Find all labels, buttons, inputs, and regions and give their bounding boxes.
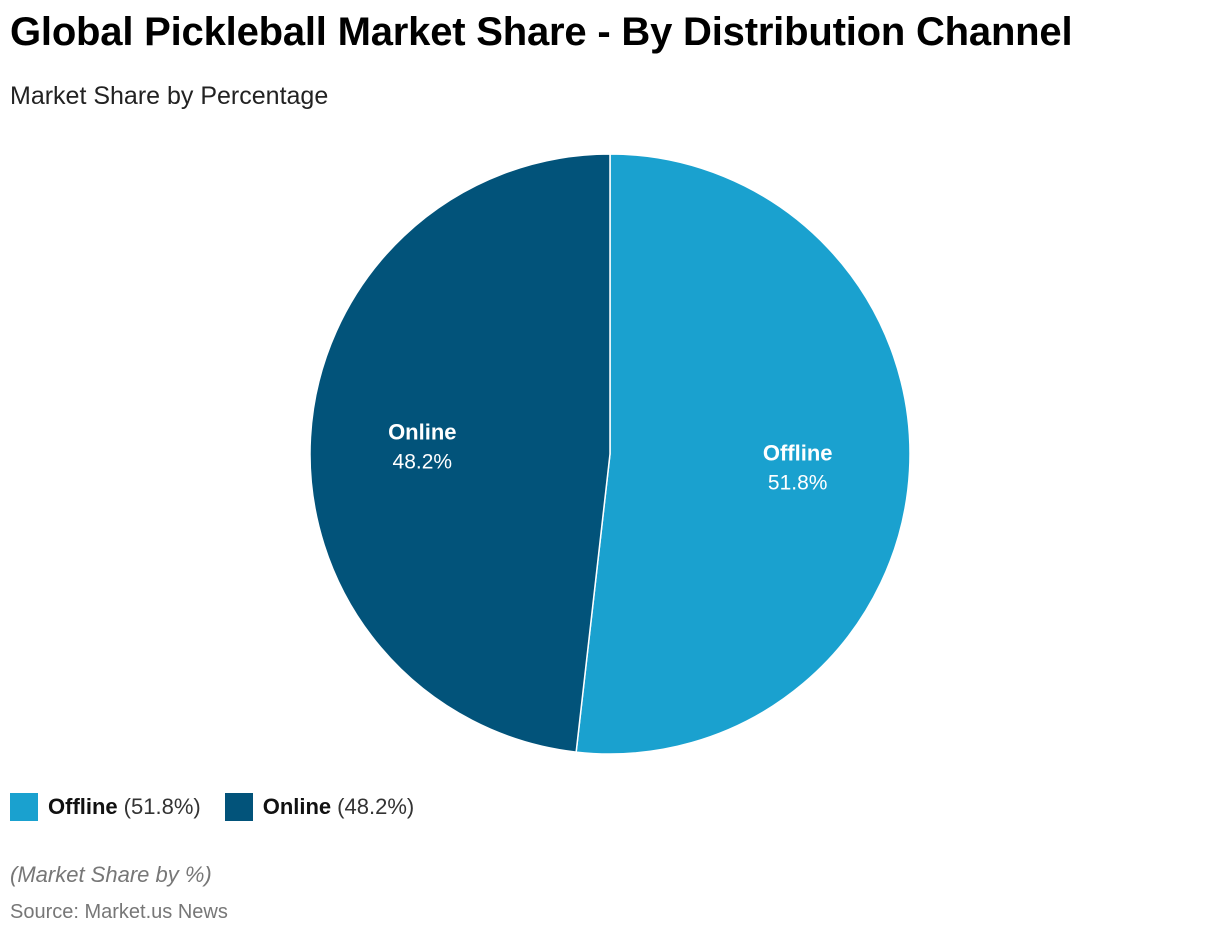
legend-value-offline: (51.8%): [123, 794, 201, 819]
slice-value-online: 48.2%: [393, 450, 453, 473]
legend-item-offline: Offline (51.8%): [10, 793, 201, 821]
legend-value-online: (48.2%): [337, 794, 415, 819]
legend-label-offline: Offline: [48, 794, 118, 819]
pie-chart: Offline 51.8% Online 48.2%: [309, 153, 911, 755]
legend-swatch-online: [224, 793, 253, 821]
chart-title: Global Pickleball Market Share - By Dist…: [10, 10, 1073, 54]
slice-label-offline: Offline: [763, 441, 833, 466]
legend-item-online: Online (48.2%): [224, 793, 415, 821]
chart-note: (Market Share by %): [10, 862, 212, 887]
chart-legend: Offline (51.8%) Online (48.2%): [10, 793, 438, 821]
chart-subtitle: Market Share by Percentage: [10, 82, 329, 110]
legend-label-online: Online: [262, 794, 332, 819]
chart-source: Source: Market.us News: [10, 901, 228, 923]
pie-slice-online: [309, 153, 611, 753]
legend-swatch-offline: [10, 793, 38, 821]
slice-label-online: Online: [388, 419, 456, 444]
pie-slice-offline: [575, 153, 911, 755]
slice-value-offline: 51.8%: [768, 472, 828, 495]
